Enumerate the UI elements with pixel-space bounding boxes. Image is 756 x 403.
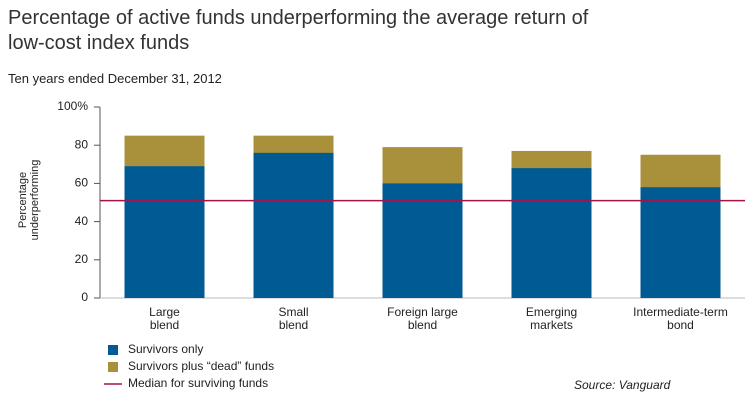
- legend-label: Survivors only: [128, 342, 204, 356]
- source: Source: Vanguard: [574, 378, 671, 392]
- bar: [382, 183, 463, 298]
- y-axis-label: Percentage underperforming: [17, 159, 41, 241]
- y-tick-label: 40: [75, 214, 89, 228]
- chart-subtitle: Ten years ended December 31, 2012: [8, 71, 222, 86]
- chart-title: Percentage of active funds underperformi…: [8, 7, 589, 54]
- x-tick-label: Large blend: [149, 305, 180, 332]
- x-tick-label: Emerging markets: [525, 305, 578, 332]
- bar: [253, 152, 334, 298]
- y-tick-label: 0: [81, 290, 88, 304]
- y-tick-label: 20: [75, 252, 89, 266]
- y-tick-label: 60: [75, 176, 89, 190]
- x-tick-label: Foreign large blend: [387, 305, 458, 332]
- bar: [124, 166, 205, 298]
- y-tick-label: 100%: [57, 99, 88, 113]
- x-tick-label: Intermediate-term bond: [633, 305, 728, 332]
- bar: [511, 168, 592, 298]
- legend-label: Survivors plus “dead” funds: [128, 359, 275, 373]
- legend-swatch: [108, 362, 118, 372]
- bar: [640, 187, 721, 298]
- legend-swatch: [108, 345, 118, 355]
- legend-label: Median for surviving funds: [128, 376, 269, 390]
- x-tick-label: Small blend: [278, 305, 309, 332]
- y-tick-label: 80: [75, 137, 89, 151]
